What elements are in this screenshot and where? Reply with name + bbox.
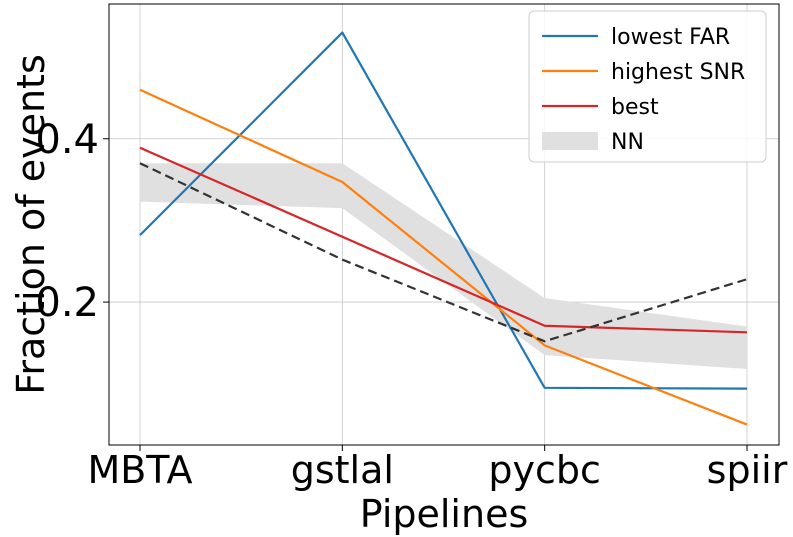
x-axis-label: Pipelines (360, 492, 529, 536)
y-axis-label: Fraction of events (9, 54, 53, 395)
series-line-lowest-far (139, 31, 748, 390)
legend-label-lowest-far: lowest FAR (611, 25, 730, 50)
y-ticks: 0.2 0.4 (35, 117, 109, 326)
legend: lowest FAR highest SNR best NN (528, 10, 767, 163)
legend-swatch-nn (542, 132, 598, 150)
series-lines (139, 31, 748, 426)
y-tick-label: 0.4 (35, 117, 99, 163)
series-line-highest-snr (139, 88, 748, 426)
x-tick-label: MBTA (87, 448, 192, 492)
x-tick-label: gstlal (291, 448, 394, 492)
legend-label-best: best (611, 95, 659, 120)
plot-frame (108, 3, 780, 446)
legend-label-nn: NN (611, 130, 644, 155)
x-tick-label: pycbc (488, 448, 601, 492)
series-line-best (139, 146, 748, 334)
x-ticks: MBTA gstlal pycbc spiir (87, 445, 788, 492)
nn-band-group (140, 163, 747, 370)
nn-band (140, 163, 747, 370)
legend-box (528, 10, 767, 163)
reference-dashed-line (139, 162, 748, 343)
x-tick-label: spiir (707, 448, 788, 492)
legend-label-highest-snr: highest SNR (611, 60, 745, 85)
y-tick-label: 0.2 (35, 280, 99, 326)
